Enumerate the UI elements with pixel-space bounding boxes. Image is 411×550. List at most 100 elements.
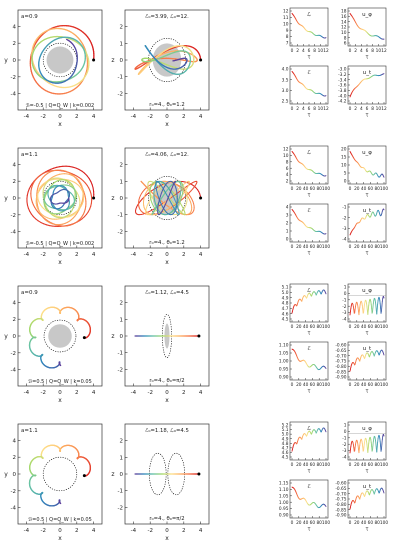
black-hole-section	[152, 181, 182, 215]
x-tick-label: 0	[291, 186, 294, 192]
x-tick-label: 8	[313, 48, 316, 54]
y-tick-label: -2	[342, 215, 347, 221]
y-tick-label: 4	[13, 162, 17, 168]
xy-orbit-panel: -4 -2 0 2 4 4 2 0 -2 -4 x y a=1.1 ℬ=0.5 | Q=Q_W | k=0…	[4, 423, 103, 542]
y-tick-label: -0.85	[335, 507, 346, 513]
z-tick-label: -1	[118, 213, 123, 219]
y-tick-label: -3.0	[338, 67, 347, 73]
x-tick-label: 0	[291, 48, 294, 54]
x-tick-label: 40	[303, 382, 309, 388]
series-curve	[349, 349, 385, 372]
y-tick-label: 1	[286, 229, 289, 235]
x-axis-label: x	[165, 535, 169, 542]
parameters-caption: ℬ=-0.5 | Q=Q_W | k=0.002	[26, 103, 95, 109]
series-label: u_t	[363, 208, 372, 214]
energy-angmom-label: ℰ₀=1.18, ℒ₀=4.5	[145, 428, 189, 434]
y-tick-label: 12	[341, 25, 347, 31]
y-tick-label: -3	[342, 226, 347, 232]
x-tick-label: 60	[368, 462, 374, 468]
x-tick-label: 100	[322, 382, 330, 388]
y-tick-label: 2	[13, 317, 17, 323]
tau-axis-label: τ	[307, 55, 310, 61]
x-tick-label: 20	[296, 324, 302, 330]
z-tick-label: 1	[120, 41, 124, 47]
x-tick-label: 12	[381, 48, 387, 54]
y-tick-label: 2	[13, 41, 17, 47]
z-tick-label: 2	[120, 25, 124, 31]
x-axis-label: x	[165, 121, 169, 128]
spin-parameter-label: a=0.9	[21, 14, 38, 20]
x-tick-label: 20	[296, 186, 302, 192]
time-series-panel-4: -0.60-0.65-0.70-0.75-0.80-0.85-0.900 20 40…	[335, 479, 388, 533]
y-tick-label: 9	[286, 28, 289, 34]
x-tick-label: 100	[322, 244, 330, 250]
x-tick-label: 0	[349, 382, 352, 388]
x-tick-label: 80	[374, 462, 380, 468]
x-tick-label: 60	[368, 186, 374, 192]
y-tick-label: 11	[283, 15, 289, 21]
x-tick-label: 20	[354, 244, 360, 250]
x-tick-label: -2	[147, 390, 152, 396]
y-tick-label: 1.15	[279, 481, 289, 487]
x-tick-label: 0	[58, 252, 62, 258]
tau-axis-label: τ	[307, 251, 310, 257]
xz-orbit-panel: -4 -2 0 2 4 2 1 0 -1 -2 x z ℰ₀=4.06, ℒ₀=12. r₀=4., θ₀…	[111, 147, 210, 266]
series-curve	[291, 12, 327, 39]
series-plot-frame	[347, 203, 387, 243]
x-tick-label: -2	[40, 252, 45, 258]
xy-orbit-panel: -4 -2 0 2 4 4 2 0 -2 -4 x y a=0.9 ℬ=-0.5 | Q=Q_W | k=…	[4, 9, 103, 128]
tau-axis-label: τ	[307, 469, 310, 475]
x-tick-label: 10	[318, 48, 324, 54]
x-tick-label: 2	[75, 390, 79, 396]
x-tick-label: 60	[310, 382, 316, 388]
series-label: ℰ	[307, 346, 311, 352]
black-hole-disk	[46, 46, 74, 74]
x-tick-label: 0	[349, 462, 352, 468]
x-tick-label: 4	[302, 106, 305, 112]
x-tick-label: 0	[58, 114, 62, 120]
x-tick-label: 0	[58, 528, 62, 534]
y-tick-label: -4	[11, 368, 17, 374]
spin-parameter-label: a=0.9	[21, 290, 38, 296]
y-tick-label: 0.90	[279, 513, 289, 519]
tau-axis-label: τ	[365, 55, 368, 61]
x-tick-label: -2	[147, 528, 152, 534]
x-tick-label: 80	[374, 324, 380, 330]
x-tick-label: 80	[316, 382, 322, 388]
tau-axis-label: τ	[307, 113, 310, 119]
series-label: ℒ	[307, 288, 311, 294]
tau-axis-label: τ	[307, 527, 310, 533]
y-tick-label: 4	[286, 172, 289, 178]
y-tick-label: 2	[286, 221, 289, 227]
x-tick-label: 0	[165, 390, 169, 396]
series-plot-frame	[289, 203, 329, 243]
y-tick-label: -0.75	[335, 359, 346, 365]
x-tick-label: 4	[302, 48, 305, 54]
y-tick-label: 4.7	[282, 306, 289, 312]
z-tick-label: -1	[118, 489, 123, 495]
x-tick-label: 60	[310, 324, 316, 330]
y-tick-label: -4	[11, 230, 17, 236]
series-plot-frame	[289, 341, 329, 381]
x-tick-label: 60	[368, 382, 374, 388]
x-tick-label: 20	[354, 520, 360, 526]
y-tick-label: 8	[286, 159, 289, 165]
spin-parameter-label: a=1.1	[21, 428, 38, 434]
x-tick-label: 40	[361, 382, 367, 388]
z-tick-label: -2	[118, 229, 123, 235]
x-axis-label: x	[165, 397, 169, 404]
x-tick-label: 80	[374, 520, 380, 526]
tau-axis-label: τ	[365, 113, 368, 119]
series-label: u_φ	[362, 426, 372, 432]
x-tick-label: 0	[291, 520, 294, 526]
y-tick-label: -4.0	[338, 93, 347, 99]
z-axis-label: z	[111, 333, 114, 340]
xy-orbit-panel: -4 -2 0 2 4 4 2 0 -2 -4 x y a=0.9 ℬ=0.5 | Q=Q_W | k=0…	[4, 285, 103, 404]
x-axis-label: x	[165, 259, 169, 266]
y-tick-label: 4	[13, 300, 17, 306]
x-tick-label: 0	[291, 462, 294, 468]
